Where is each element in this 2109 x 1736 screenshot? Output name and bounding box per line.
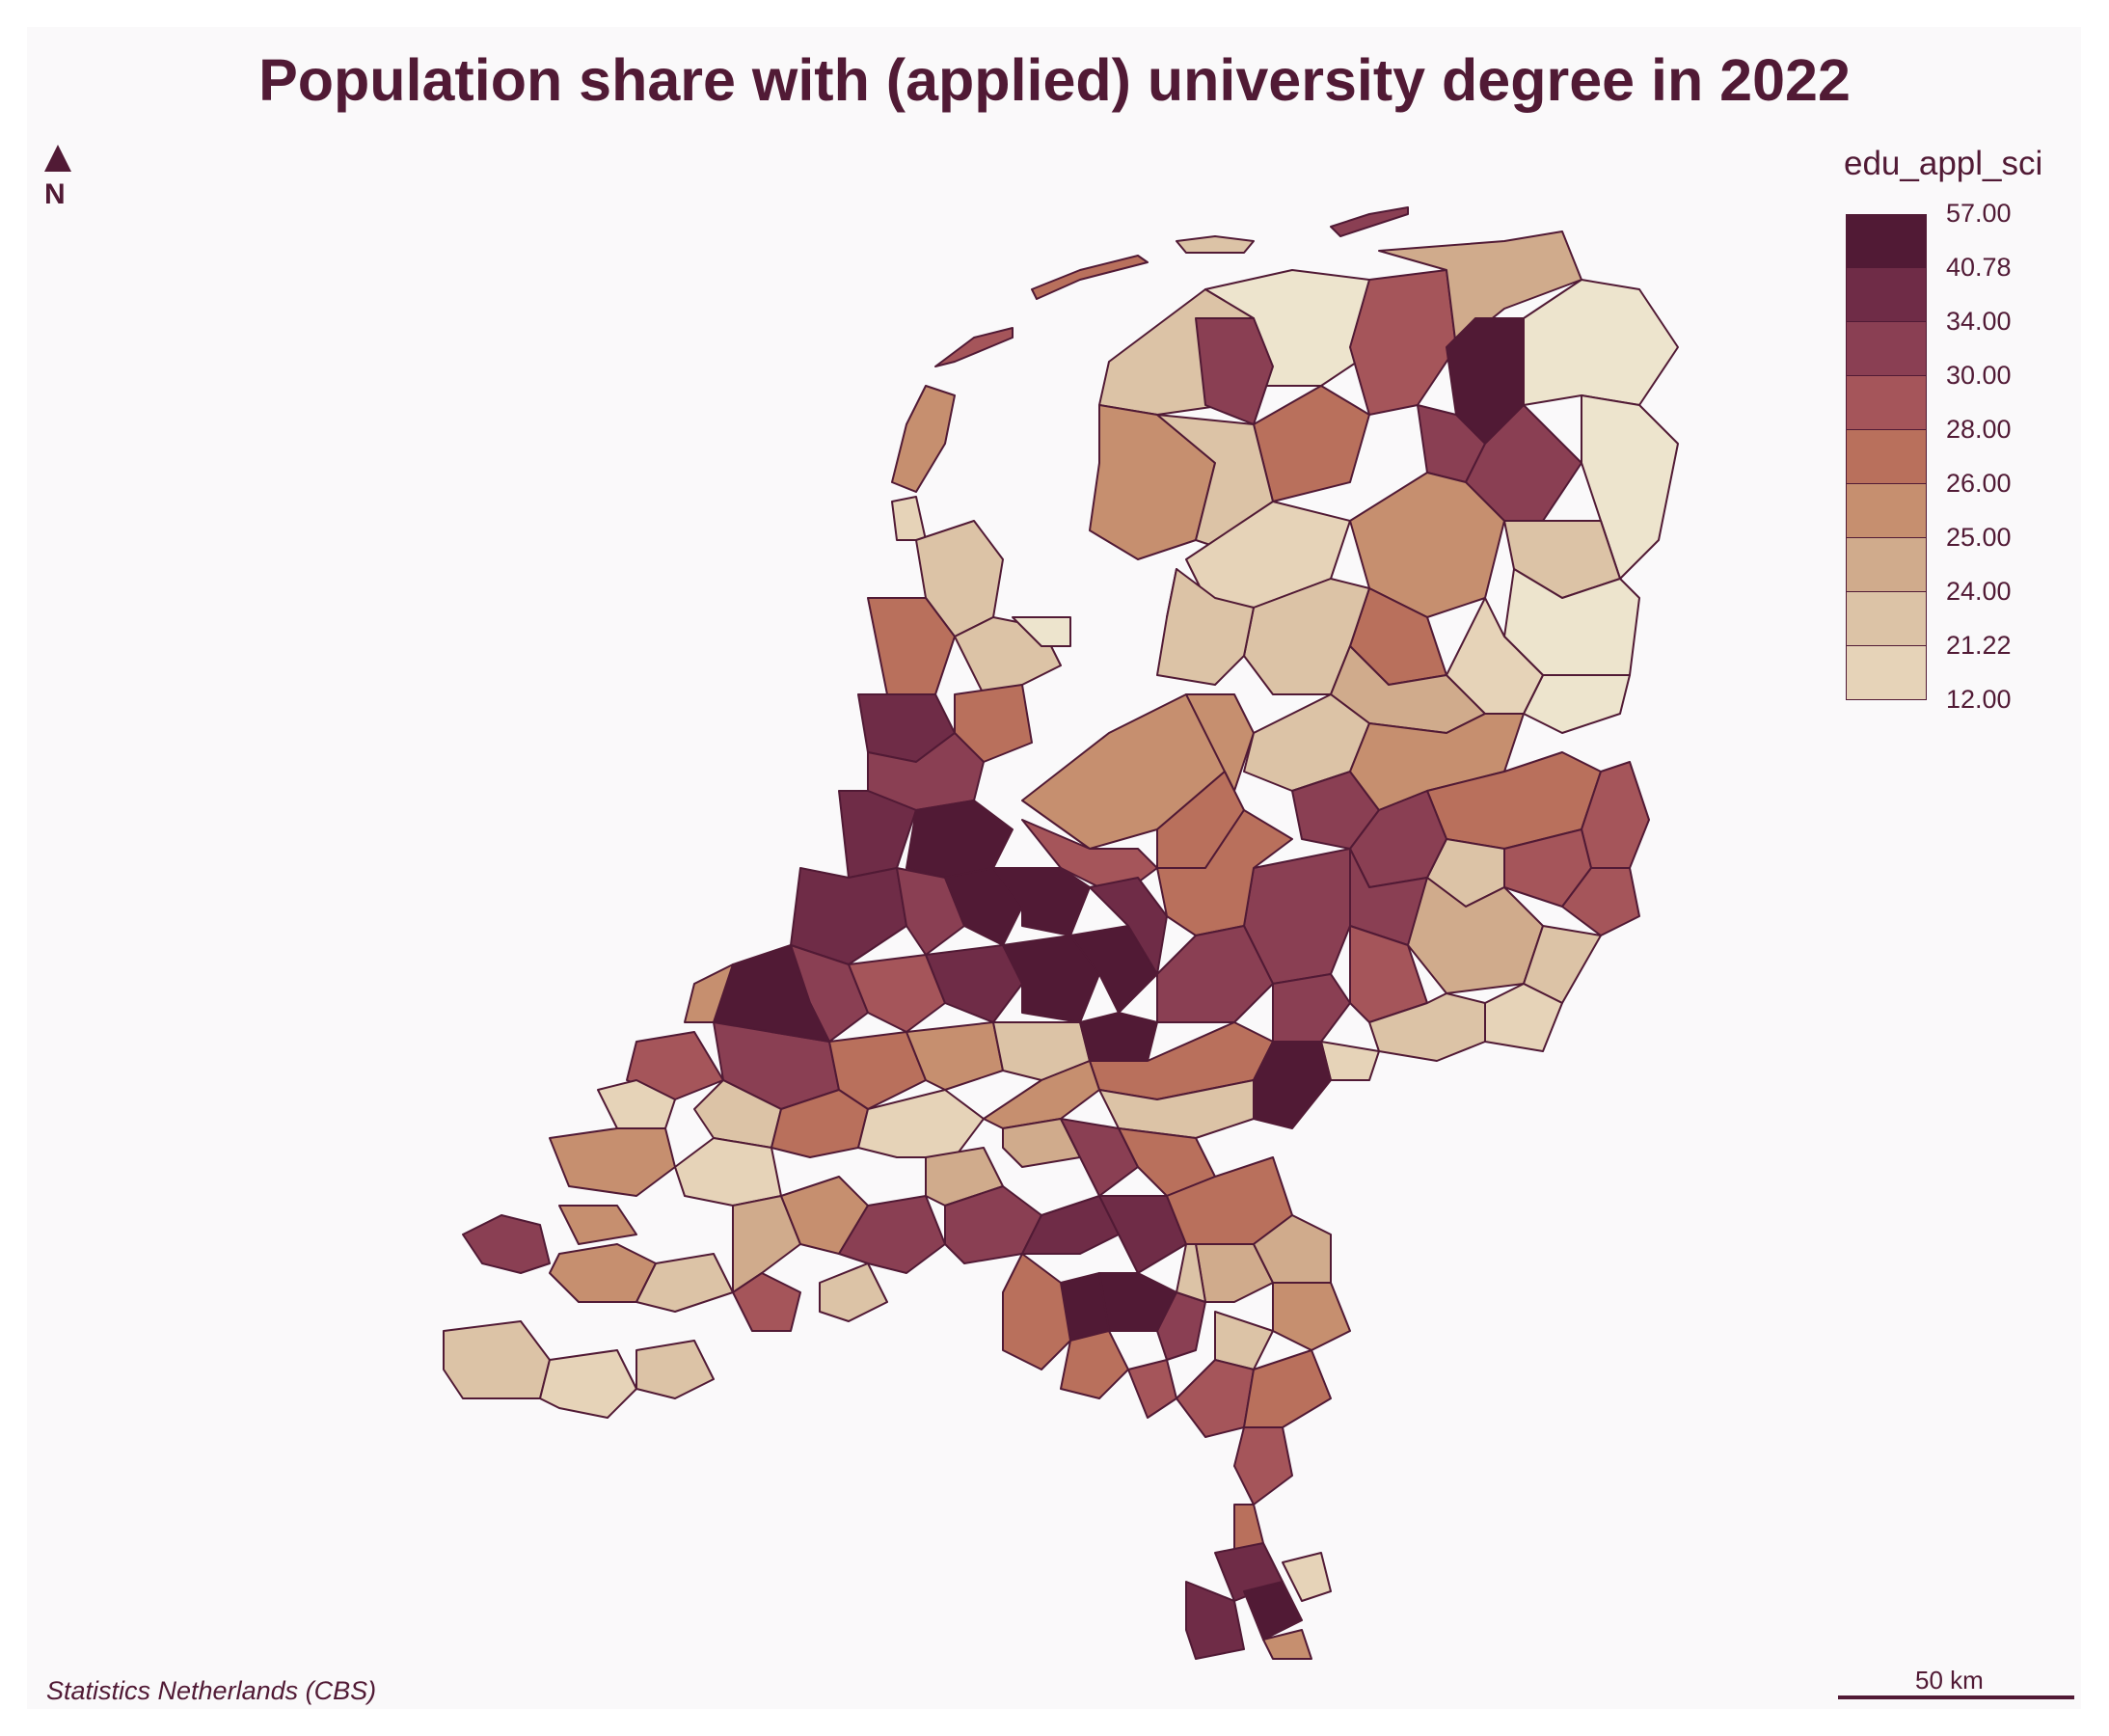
region-houten [1079,1012,1158,1062]
legend-break-label: 28.00 [1946,415,2012,444]
legend-break-label: 21.22 [1946,631,2012,660]
source-credit: Statistics Netherlands (CBS) [46,1676,377,1705]
region-westland [684,963,734,1023]
region-purmerend [954,684,1033,763]
region-amsterdam [906,800,1014,879]
region-krimpenerwaard [906,1021,1004,1091]
region-tholen [674,1137,782,1207]
scale-bar [1838,1695,2074,1699]
region-venray [1253,1214,1332,1284]
legend-title: edu_appl_sci [1844,145,2043,182]
region-baarle [819,1262,888,1322]
legend-break-label: 30.00 [1946,361,2012,390]
north-arrow-icon [44,145,71,172]
map-title: Population share with (applied) universi… [258,47,1851,113]
legend-swatch-3 [1846,322,1927,376]
region-vught [1021,1195,1120,1255]
legend-break-label: 34.00 [1946,307,2012,336]
region-amersfoort [1089,877,1168,975]
region-kempen [1002,1253,1071,1370]
legend-swatch-1 [1846,214,1927,268]
region-den-bosch [1060,1118,1139,1197]
region-amstelveen [944,867,1023,946]
region-den-helder [891,496,927,541]
legend-break-label: 12.00 [1946,685,2012,714]
region-roosendaal [732,1272,801,1332]
scale-bar-label: 50 km [1915,1666,1984,1695]
legend-break-label: 57.00 [1946,199,2012,228]
region-haarlem [838,790,917,879]
region-schouwen [549,1127,676,1197]
region-doetinchem [1368,992,1486,1062]
north-arrow-label: N [44,178,66,210]
region-groningen-west [1349,269,1457,416]
region-dronten [1185,693,1255,792]
region-weert [1176,1359,1255,1438]
region-venlo [1272,1282,1351,1351]
island-terschelling [1031,255,1149,300]
region-bergen-op-zoom [732,1195,801,1293]
region-terneuzen [539,1349,637,1419]
legend-swatch-7 [1846,538,1927,592]
region-gouda [828,1031,927,1110]
region-zeist [1069,925,1158,1014]
region-roermond [1243,1349,1332,1428]
region-alphen [848,954,946,1033]
region-echt [1233,1426,1293,1505]
region-heerlen [1243,1581,1303,1641]
island-ameland [1176,235,1255,254]
region-enschede [1561,867,1640,936]
region-reimerswaal [635,1253,734,1313]
region-eindhoven-north [1098,1195,1187,1274]
region-maastricht [1185,1581,1245,1660]
legend-break-label: 40.78 [1946,253,2012,282]
legend-swatch-4 [1846,376,1927,430]
region-groningen-east [1523,279,1679,406]
legend-swatch-9 [1846,646,1927,700]
legend-swatch-5 [1846,430,1927,484]
region-noord-beveland [558,1205,637,1245]
legend-break-label: 26.00 [1946,469,2012,498]
region-friesland-east [1253,385,1370,502]
region-ermelo [1156,809,1293,936]
legend-break-label: 24.00 [1946,577,2012,606]
legend-swatch-6 [1846,484,1927,538]
region-vaals [1262,1629,1312,1660]
region-zoetermeer [790,944,869,1043]
region-kerkrade [1282,1552,1332,1602]
region-hulst [635,1340,715,1399]
municipality-polygons [443,206,1679,1660]
legend-swatch-2 [1846,268,1927,322]
region-sluis [443,1320,551,1399]
region-arnhem [1272,973,1351,1043]
region-noord-holland-north [867,597,956,695]
region-valkenswaard [1060,1330,1129,1399]
region-gemert [1176,1243,1206,1303]
region-noordoostpolder [1156,568,1255,686]
region-groningen-north [1378,231,1582,348]
region-enkhuizen [1012,616,1071,647]
region-cranendonck [1127,1359,1177,1419]
region-haarlemmermeer [896,867,965,956]
region-leeuwarden [1195,317,1274,425]
island-schiermonnikoog [1330,206,1409,237]
region-utrecht-west [925,944,1023,1023]
legend-break-label: 25.00 [1946,523,2012,552]
region-goeree [597,1079,676,1129]
island-vlieland [934,327,1014,367]
island-texel [891,385,956,493]
region-helmond [1156,1291,1206,1361]
legend-swatches [1846,214,1927,700]
region-horst [1214,1311,1274,1370]
legend-swatch-8 [1846,592,1927,646]
region-waalwijk [1002,1118,1081,1168]
region-voorne-putten [626,1031,724,1100]
region-walcheren [462,1214,551,1274]
